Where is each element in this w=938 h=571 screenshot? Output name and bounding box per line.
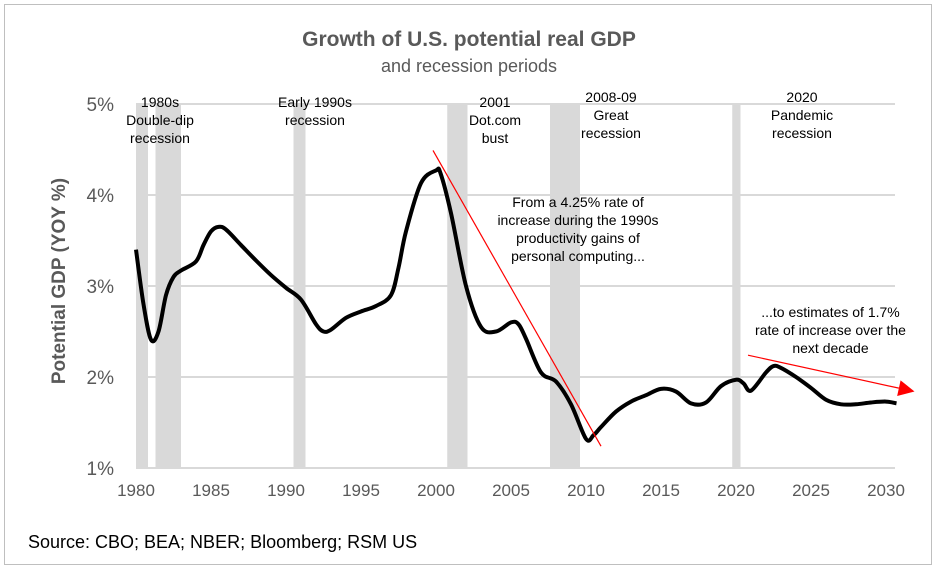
source-note: Source: CBO; BEA; NBER; Bloomberg; RSM U… bbox=[28, 532, 418, 552]
x-tick-label: 1980 bbox=[117, 481, 155, 500]
annotation-1990s: From a 4.25% rate of increase during the… bbox=[497, 194, 659, 264]
recession-band bbox=[550, 104, 580, 468]
y-tick-label: 5% bbox=[87, 95, 115, 116]
x-tick-label: 2020 bbox=[717, 481, 755, 500]
x-tick-label: 2010 bbox=[567, 481, 605, 500]
x-tick-label: 2025 bbox=[792, 481, 830, 500]
x-tick-label: 2030 bbox=[867, 481, 905, 500]
recession-label-1990s: Early 1990s recession bbox=[278, 94, 352, 128]
y-tick-label: 2% bbox=[87, 368, 115, 389]
recession-label-2001: 2001 Dot.com bust bbox=[468, 94, 522, 146]
chart-subtitle: and recession periods bbox=[380, 56, 558, 76]
x-tick-label: 1995 bbox=[342, 481, 380, 500]
chart-title: Growth of U.S. potential real GDP bbox=[302, 28, 636, 51]
chart-frame bbox=[4, 4, 932, 565]
arrowhead-icon bbox=[897, 380, 915, 396]
x-tick-label: 1990 bbox=[267, 481, 305, 500]
x-tick-label: 2005 bbox=[492, 481, 530, 500]
y-tick-label: 1% bbox=[87, 459, 115, 480]
y-tick-label: 3% bbox=[87, 277, 115, 298]
recession-label-1980s: 1980s Double-dip recession bbox=[126, 94, 194, 146]
x-tick-label: 2015 bbox=[642, 481, 680, 500]
annotation-forecast: ...to estimates of 1.7% rate of increase… bbox=[755, 304, 906, 356]
x-tick-label: 2000 bbox=[417, 481, 455, 500]
recession-label-2008: 2008-09 Great recession bbox=[581, 89, 641, 141]
recession-band bbox=[447, 104, 468, 468]
recession-label-2020: 2020 Pandemic recession bbox=[770, 89, 834, 141]
x-tick-label: 1985 bbox=[192, 481, 230, 500]
recession-band bbox=[293, 104, 306, 468]
annotation-line bbox=[432, 150, 602, 447]
annotation-arrow-line bbox=[747, 354, 899, 389]
recession-band bbox=[732, 104, 741, 468]
y-tick-label: 4% bbox=[87, 186, 115, 207]
gdp-growth-line bbox=[134, 166, 897, 443]
